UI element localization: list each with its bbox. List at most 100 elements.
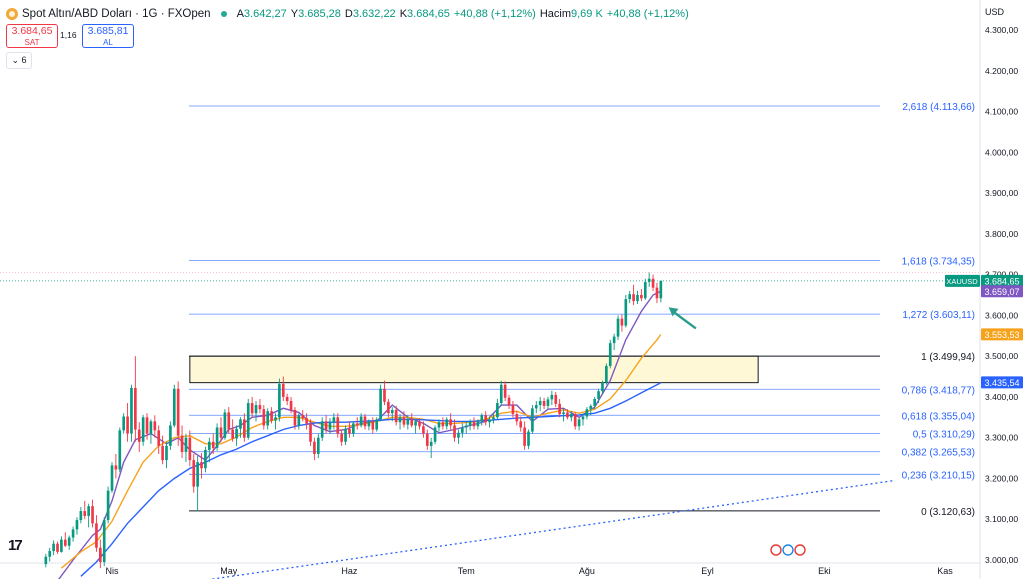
candle — [71, 526, 75, 542]
candle-body — [215, 427, 219, 448]
ohlc-low-label: D — [344, 8, 353, 20]
candle — [643, 278, 647, 300]
candle — [608, 339, 612, 369]
candle — [297, 413, 301, 430]
candle-body — [394, 409, 398, 423]
candle-body — [534, 405, 538, 409]
candle — [200, 453, 203, 479]
candle — [188, 430, 192, 467]
candle-body — [114, 465, 118, 470]
indicators-toggle-button[interactable]: ⌄ 6 — [6, 52, 32, 69]
candle-body — [79, 511, 83, 521]
candle-body — [172, 388, 176, 426]
candle — [246, 398, 250, 440]
candle — [102, 517, 106, 567]
candle — [531, 405, 534, 434]
candle — [316, 433, 320, 459]
candle — [651, 274, 655, 291]
candle — [425, 429, 429, 450]
price-tag-value: 3.435,54 — [984, 378, 1019, 388]
candle-body — [301, 415, 305, 419]
candle — [118, 427, 122, 473]
y-tick-label: 3.200,00 — [985, 473, 1018, 483]
ohlc-change-value: +40,88 (+1,12%) — [453, 8, 536, 20]
price-tag-box — [981, 376, 1023, 389]
candle — [134, 356, 137, 442]
candle — [496, 398, 499, 420]
candle-body — [169, 425, 172, 446]
candle-body — [102, 520, 106, 563]
candle-body — [527, 431, 530, 446]
candle-body — [418, 421, 421, 427]
candle — [464, 421, 468, 434]
candle — [250, 396, 254, 418]
candle — [340, 429, 343, 446]
candle — [375, 417, 379, 432]
candle — [659, 280, 663, 303]
price-tag-value: 3.684,65 — [984, 276, 1019, 286]
candle — [56, 541, 59, 554]
candle — [468, 419, 472, 431]
candle-body — [180, 435, 184, 452]
y-tick-label: 3.500,00 — [985, 351, 1018, 361]
candle — [507, 394, 511, 410]
sell-button[interactable]: 3.684,65 SAT — [6, 24, 58, 48]
fib-level-label: 0 (3.120,63) — [921, 507, 975, 518]
ohlc-open-value: 3.642,27 — [243, 8, 287, 20]
candle-body — [371, 421, 375, 430]
candle — [546, 396, 550, 410]
x-tick-label: Eyl — [701, 566, 714, 576]
candle — [79, 507, 83, 524]
candle-body — [137, 429, 141, 442]
candle-body — [176, 388, 180, 436]
candle-body — [499, 384, 503, 404]
currency-label[interactable]: USD — [985, 7, 1005, 17]
arrow-head-icon — [668, 307, 679, 317]
candle-body — [262, 409, 266, 426]
candle — [601, 380, 604, 394]
candle-body — [562, 412, 565, 415]
y-tick-label: 3.600,00 — [985, 310, 1018, 320]
candle-body — [484, 415, 488, 423]
candle — [215, 423, 219, 451]
candle-body — [422, 426, 425, 434]
candle — [87, 503, 90, 528]
candle-body — [60, 539, 63, 552]
candle-body — [67, 537, 71, 546]
candle-body — [445, 419, 449, 427]
candle — [172, 384, 176, 428]
candle-body — [87, 506, 90, 516]
candle-body — [414, 421, 417, 426]
y-tick-label: 3.700,00 — [985, 270, 1018, 280]
candle — [305, 413, 308, 430]
candle — [328, 418, 332, 434]
candle-body — [235, 428, 238, 439]
candle-body — [188, 437, 192, 461]
candle-body — [581, 416, 585, 420]
tradingview-logo-icon[interactable]: 17 — [8, 537, 23, 554]
candle — [83, 500, 87, 520]
candle — [309, 419, 312, 446]
x-tick-label: Tem — [458, 566, 475, 576]
candle — [515, 411, 519, 426]
candle — [266, 408, 270, 430]
candle — [422, 421, 425, 438]
candle-body — [211, 441, 215, 448]
candle-body — [52, 543, 55, 552]
candle — [169, 421, 172, 450]
candle — [523, 421, 526, 450]
symbol-title[interactable]: Spot Altın/ABD Doları · 1G · FXOpen — [22, 8, 211, 20]
sell-label: SAT — [24, 38, 40, 47]
candle — [278, 378, 281, 422]
candle-body — [523, 427, 526, 446]
candle-body — [492, 417, 495, 420]
candle — [44, 553, 48, 568]
buy-button[interactable]: 3.685,81 AL — [82, 24, 134, 48]
candle — [204, 446, 207, 473]
candle-body — [297, 415, 301, 426]
candle-body — [542, 401, 546, 406]
y-tick-label: 3.900,00 — [985, 188, 1018, 198]
candle — [379, 384, 382, 422]
candle-body — [254, 405, 258, 414]
